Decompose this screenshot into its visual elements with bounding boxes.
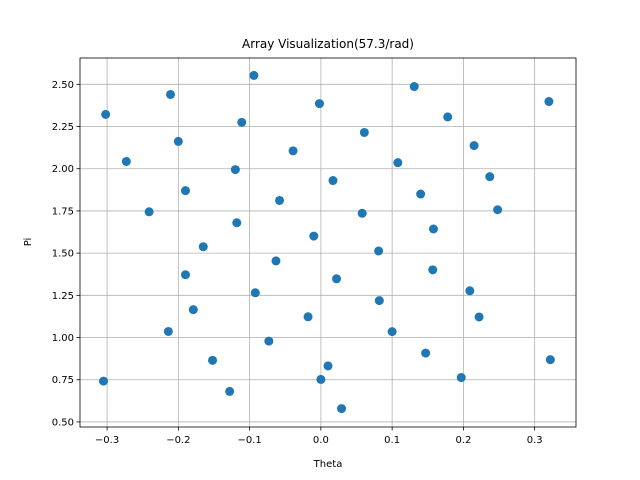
scatter-point bbox=[163, 326, 173, 336]
x-tick-label: −0.2 bbox=[166, 435, 190, 446]
y-tick-label: 1.75 bbox=[52, 206, 74, 217]
scatter-point bbox=[428, 265, 438, 275]
scatter-point bbox=[288, 146, 298, 156]
y-tick-label: 1.25 bbox=[52, 291, 74, 302]
scatter-point bbox=[101, 109, 111, 119]
scatter-point bbox=[225, 386, 235, 396]
scatter-point bbox=[188, 305, 198, 315]
scatter-point bbox=[198, 242, 208, 252]
scatter-point bbox=[393, 158, 403, 168]
scatter-point bbox=[208, 355, 218, 365]
scatter-point bbox=[416, 189, 426, 199]
scatter-point bbox=[469, 141, 479, 151]
grid-lines bbox=[80, 58, 576, 427]
scatter-point bbox=[374, 296, 384, 306]
scatter-point bbox=[456, 373, 466, 383]
y-tick-label: 0.50 bbox=[52, 417, 74, 428]
scatter-point bbox=[328, 176, 338, 186]
axis-ticks: −0.3 −0.2 −0.1 0.0 0.1 0.2 0.3 0.50 0.75 1.00 1.25… bbox=[52, 80, 543, 446]
scatter-point bbox=[271, 256, 281, 266]
scatter-point bbox=[166, 89, 176, 99]
scatter-point bbox=[316, 374, 326, 384]
scatter-point bbox=[275, 195, 285, 205]
y-tick-label: 1.00 bbox=[52, 333, 74, 344]
y-tick-label: 1.50 bbox=[52, 249, 74, 260]
x-tick-label: −0.3 bbox=[95, 435, 119, 446]
scatter-point bbox=[264, 336, 274, 346]
scatter-point bbox=[545, 355, 555, 365]
scatter-point bbox=[544, 97, 554, 107]
scatter-point bbox=[493, 205, 503, 215]
scatter-point bbox=[180, 270, 190, 280]
scatter-point bbox=[121, 156, 131, 166]
scatter-point bbox=[99, 376, 109, 386]
scatter-point bbox=[409, 82, 419, 92]
scatter-point bbox=[465, 286, 475, 296]
chart-title: Array Visualization(57.3/rad) bbox=[242, 37, 414, 51]
x-tick-label: 0.1 bbox=[384, 435, 400, 446]
scatter-point bbox=[323, 361, 333, 371]
scatter-point bbox=[232, 218, 242, 228]
y-tick-label: 2.25 bbox=[52, 122, 74, 133]
scatter-point bbox=[332, 274, 342, 284]
scatter-point bbox=[249, 70, 259, 80]
scatter-point bbox=[474, 312, 484, 322]
scatter-point bbox=[314, 99, 324, 109]
plot-area bbox=[80, 58, 576, 427]
x-tick-label: 0.3 bbox=[527, 435, 543, 446]
data-points bbox=[99, 70, 555, 414]
scatter-point bbox=[357, 208, 367, 218]
x-tick-label: 0.0 bbox=[313, 435, 329, 446]
scatter-point bbox=[180, 186, 190, 196]
x-axis-label: Theta bbox=[313, 459, 343, 470]
plot-frame bbox=[79, 57, 577, 428]
scatter-point bbox=[374, 246, 384, 256]
scatter-point bbox=[144, 207, 154, 217]
scatter-point bbox=[359, 127, 369, 137]
scatter-point bbox=[443, 112, 453, 122]
scatter-point bbox=[387, 327, 397, 337]
x-tick-label: 0.2 bbox=[455, 435, 471, 446]
scatter-point bbox=[173, 136, 183, 146]
scatter-point bbox=[421, 348, 431, 358]
y-tick-label: 0.75 bbox=[52, 375, 74, 386]
y-tick-label: 2.50 bbox=[52, 80, 74, 91]
scatter-point bbox=[230, 165, 240, 175]
scatter-point bbox=[428, 224, 438, 234]
y-axis-label: Pi bbox=[23, 238, 34, 247]
x-tick-label: −0.1 bbox=[237, 435, 261, 446]
scatter-point bbox=[337, 404, 347, 414]
y-tick-label: 2.00 bbox=[52, 164, 74, 175]
scatter-point bbox=[250, 288, 260, 298]
scatter-point bbox=[303, 312, 313, 322]
scatter-point bbox=[309, 231, 319, 241]
scatter-point bbox=[485, 172, 495, 182]
scatter-point bbox=[237, 117, 247, 127]
